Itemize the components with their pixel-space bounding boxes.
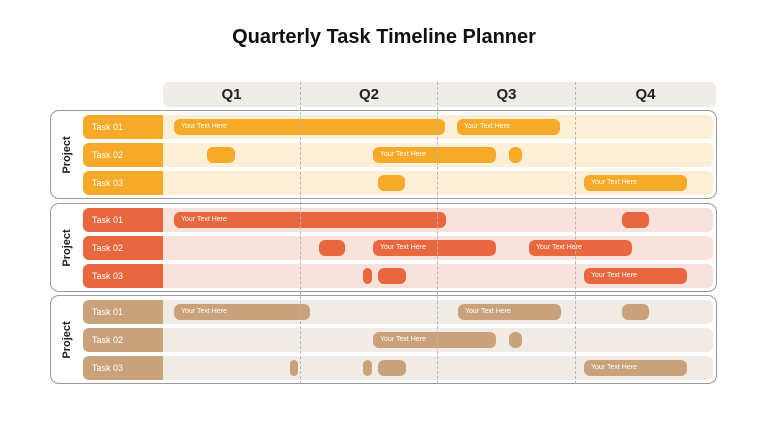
page-title: Quarterly Task Timeline Planner xyxy=(232,26,536,48)
timeline-bar[interactable] xyxy=(509,147,522,163)
task-label: Task 03 xyxy=(83,356,163,380)
quarter-divider xyxy=(437,82,438,384)
project-label: Project xyxy=(51,296,83,383)
project-label-text: Project xyxy=(61,320,73,359)
quarter-divider xyxy=(300,82,301,384)
quarter-label-q1: Q1 xyxy=(221,86,242,103)
timeline-bar[interactable] xyxy=(378,360,406,376)
timeline-bar[interactable] xyxy=(290,360,298,376)
timeline-bar[interactable] xyxy=(363,360,372,376)
timeline-bar[interactable]: Your Text Here xyxy=(373,332,496,348)
quarter-label-q2: Q2 xyxy=(358,86,379,103)
timeline-bar[interactable] xyxy=(378,175,405,191)
timeline-bar[interactable]: Your Text Here xyxy=(584,175,687,191)
timeline-bar[interactable]: Your Text Here xyxy=(174,212,446,228)
project-label-text: Project xyxy=(61,135,73,174)
task-label: Task 01 xyxy=(83,208,163,232)
timeline-bar[interactable]: Your Text Here xyxy=(373,147,496,163)
timeline-bar[interactable]: Your Text Here xyxy=(584,360,687,376)
timeline-bar[interactable] xyxy=(319,240,345,256)
quarter-label-q3: Q3 xyxy=(496,86,517,103)
timeline-bar[interactable]: Your Text Here xyxy=(373,240,496,256)
task-label: Task 03 xyxy=(83,171,163,195)
project-label: Project xyxy=(51,111,83,198)
task-label: Task 02 xyxy=(83,236,163,260)
timeline-bar[interactable] xyxy=(622,212,649,228)
timeline-bar[interactable] xyxy=(207,147,235,163)
timeline-bar[interactable] xyxy=(363,268,372,284)
quarter-header: Q1 Q2 Q3 Q4 xyxy=(163,82,716,107)
timeline-bar[interactable]: Your Text Here xyxy=(529,240,632,256)
timeline-bar[interactable]: Your Text Here xyxy=(584,268,687,284)
timeline-bar[interactable] xyxy=(378,268,406,284)
task-label: Task 01 xyxy=(83,300,163,324)
project-label-text: Project xyxy=(61,228,73,267)
quarter-label-q4: Q4 xyxy=(635,86,656,103)
timeline-bar[interactable] xyxy=(509,332,522,348)
task-label: Task 01 xyxy=(83,115,163,139)
timeline-bar[interactable]: Your Text Here xyxy=(174,119,445,135)
timeline-bar[interactable] xyxy=(622,304,649,320)
quarter-divider xyxy=(575,82,576,384)
timeline-bar[interactable]: Your Text Here xyxy=(457,119,560,135)
timeline-bar[interactable]: Your Text Here xyxy=(458,304,561,320)
task-label: Task 02 xyxy=(83,328,163,352)
task-label: Task 03 xyxy=(83,264,163,288)
timeline-bar[interactable]: Your Text Here xyxy=(174,304,310,320)
project-label: Project xyxy=(51,204,83,291)
task-label: Task 02 xyxy=(83,143,163,167)
